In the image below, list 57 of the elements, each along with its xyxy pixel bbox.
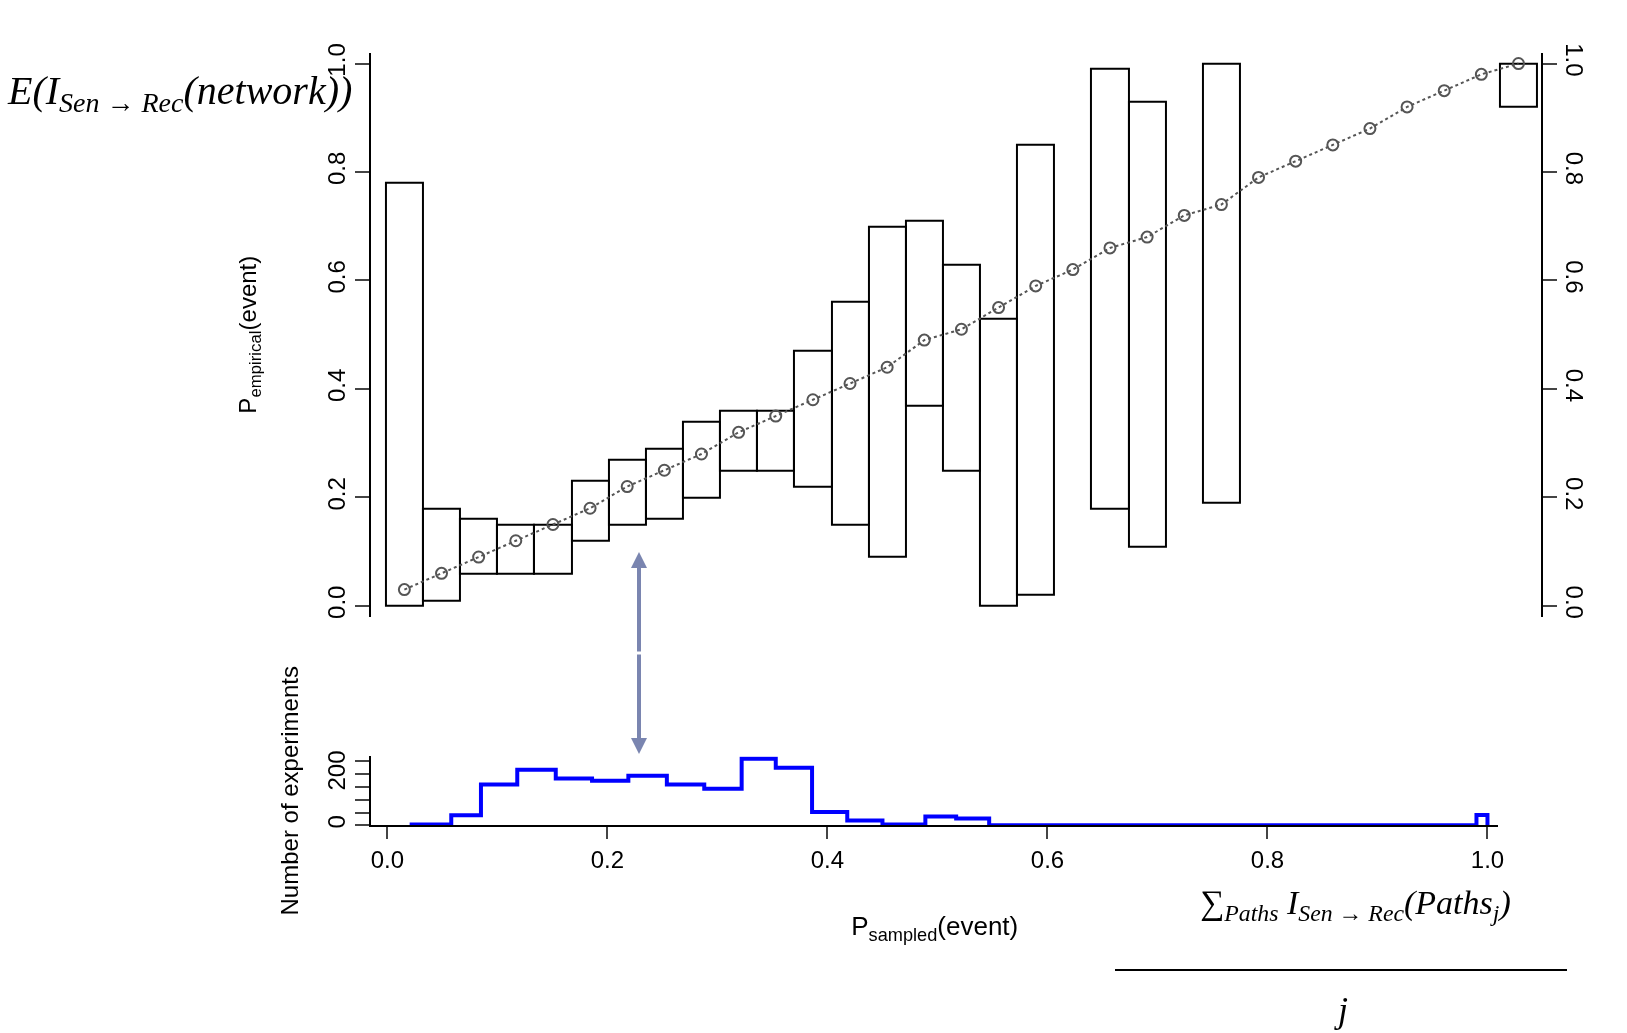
y-tick-label: 0.8: [323, 151, 351, 186]
x-tick-label: 0.8: [1250, 846, 1285, 874]
x-tick-label: 1.0: [1470, 846, 1505, 874]
y2-tick-label: 0.0: [1561, 585, 1589, 619]
point: [1474, 67, 1488, 81]
y-tick-label: 0.0: [323, 585, 351, 619]
point: [583, 501, 597, 515]
point: [1177, 208, 1191, 222]
point: [917, 333, 931, 347]
point: [1326, 138, 1340, 152]
point: [1214, 198, 1228, 212]
point: [732, 425, 746, 439]
bar: [1498, 62, 1538, 108]
point: [1066, 263, 1080, 277]
y-tick-label: 200: [323, 750, 351, 791]
bar: [1201, 62, 1241, 504]
point: [1029, 279, 1043, 293]
point: [992, 301, 1006, 315]
point: [769, 409, 783, 423]
x-axis-title: P$_{sampled}$(event): [851, 911, 1019, 945]
point: [620, 480, 634, 494]
point: [1511, 57, 1525, 71]
y2-tick-label: 0.6: [1561, 260, 1589, 294]
x-tick-label: 0.0: [370, 846, 405, 874]
point: [1363, 122, 1377, 136]
point: [435, 566, 449, 580]
point: [546, 518, 560, 531]
point: [1103, 241, 1117, 255]
point: [843, 377, 857, 390]
point: [1252, 170, 1266, 184]
y2-tick-label: 0.4: [1561, 368, 1589, 403]
point: [954, 322, 968, 336]
y-axis-title: Number of experiments: [275, 666, 303, 916]
point: [1140, 230, 1154, 244]
x-tick-label: 0.6: [1030, 846, 1065, 874]
point: [1400, 100, 1414, 114]
y-tick-label: 1.0: [323, 43, 351, 77]
y-tick-label: 0: [323, 815, 351, 829]
point: [1289, 154, 1303, 168]
y2-tick-label: 0.2: [1561, 477, 1589, 511]
text: ∑$_{Paths}$ I$_{Sen → Rec}$(Paths$_{j}$): [1200, 884, 1511, 927]
point: [806, 393, 820, 407]
point: [657, 463, 671, 477]
y2-tick-label: 1.0: [1561, 43, 1589, 77]
point: [472, 550, 486, 564]
x-tick-label: 0.2: [590, 846, 625, 874]
point: [880, 360, 894, 374]
y-tick-label: 0.2: [323, 477, 351, 511]
x-tick-label: 0.4: [810, 846, 845, 874]
point: [1437, 84, 1451, 98]
y2-tick-label: 0.8: [1561, 151, 1589, 186]
point: [694, 447, 708, 461]
y-tick-label: 0.4: [323, 368, 351, 403]
text: j: [1334, 990, 1349, 1030]
point: [509, 534, 523, 548]
y-tick-label: 0.6: [323, 260, 351, 294]
point: [397, 583, 411, 597]
